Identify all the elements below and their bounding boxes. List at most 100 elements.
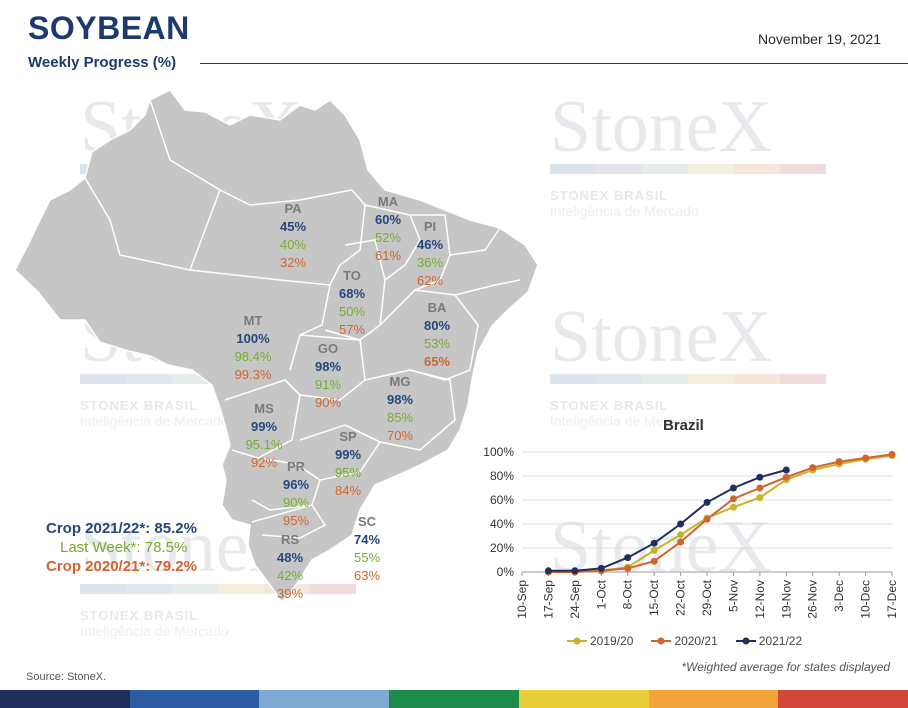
legend-marker-2020 [651, 637, 672, 645]
y-tick-label: 0% [497, 565, 515, 579]
series-line-2019/20 [548, 454, 893, 573]
state-name: MA [377, 194, 399, 209]
state-last-week: 53% [423, 336, 451, 351]
series-point-2020/21 [809, 464, 817, 472]
series-point-2019/20 [650, 546, 658, 554]
state-name: TO [343, 268, 361, 283]
state-border-sc [251, 504, 327, 539]
state-label-pr: PR 96% 90% 95% [271, 458, 321, 530]
page-subtitle: Weekly Progress (%) [28, 54, 177, 71]
summary-crop-current: Crop 2021/22*: 85.2% [46, 520, 197, 537]
state-name: MG [389, 374, 411, 389]
series-point-2020/21 [782, 473, 790, 481]
x-tick-label: 22-Oct [674, 579, 688, 616]
series-point-2021/22 [677, 520, 685, 528]
state-previous: 65% [423, 354, 451, 369]
y-tick-label: 60% [490, 493, 514, 507]
watermark-color-bar [550, 164, 826, 174]
state-previous: 92% [250, 455, 278, 470]
series-point-2021/22 [571, 567, 579, 575]
y-tick-label: 100% [483, 445, 514, 459]
watermark-logo: StoneX [550, 86, 772, 168]
chart-legend: 2019/20 2020/21 2021/22 [567, 634, 802, 648]
state-current: 98% [314, 359, 342, 374]
state-previous: 90% [314, 395, 342, 410]
state-name: PI [423, 219, 437, 234]
series-point-2020/21 [650, 557, 658, 565]
x-tick-label: 24-Sep [568, 580, 582, 619]
watermark-color-bar [550, 374, 826, 384]
state-name: PR [286, 459, 306, 474]
watermark-mid-right: StoneX STONEX BRASIL Inteligência de Mer… [550, 300, 826, 429]
state-label-go: GO 98% 91% 90% [303, 340, 353, 412]
source-note: Source: StoneX. [26, 671, 107, 683]
series-point-2021/22 [729, 484, 737, 492]
footer-stripe-segment [778, 690, 908, 708]
series-point-2019/20 [677, 531, 685, 539]
state-last-week: 95.1% [245, 437, 283, 452]
watermark-brand: STONEX BRASIL [80, 608, 199, 623]
watermark-brand: STONEX BRASIL [550, 398, 669, 413]
state-label-pa: PA 45% 40% 32% [268, 200, 318, 272]
footer-color-stripe [0, 690, 908, 708]
state-current: 60% [374, 212, 402, 227]
footer-stripe-segment [389, 690, 519, 708]
state-name: MS [254, 401, 274, 416]
page-title: SOYBEAN [28, 10, 190, 46]
state-label-sp: SP 99% 95% 84% [323, 428, 373, 500]
state-name: GO [317, 341, 339, 356]
footnote: *Weighted average for states displayed [681, 660, 890, 674]
state-current: 80% [423, 318, 451, 333]
series-point-2021/22 [756, 473, 764, 481]
state-current: 48% [276, 550, 304, 565]
legend-label-2019: 2019/20 [590, 634, 634, 648]
watermark-brand: STONEX BRASIL [550, 188, 669, 203]
series-line-2020/21 [548, 453, 893, 573]
state-label-to: TO 68% 50% 57% [327, 267, 377, 339]
state-current: 100% [236, 331, 270, 346]
state-border-pa [219, 189, 366, 286]
state-current: 68% [338, 286, 366, 301]
legend-label-2021: 2021/22 [758, 634, 803, 648]
state-previous: 57% [338, 322, 366, 337]
watermark-tagline: Inteligência de Mercado [550, 203, 699, 219]
state-label-mt: MT 100% 98.4% 99.3% [228, 312, 278, 384]
x-tick-label: 17-Sep [541, 580, 555, 619]
watermark-tagline: Inteligência de Mercado [550, 413, 699, 429]
state-label-ba: BA 80% 53% 65% [412, 299, 462, 371]
state-name: BA [427, 300, 447, 315]
series-line-2021/22 [548, 469, 787, 572]
state-last-week: 98.4% [234, 349, 272, 364]
legend-label-2020: 2020/21 [674, 634, 718, 648]
series-point-2021/22 [782, 466, 790, 474]
state-previous: 95% [282, 513, 310, 528]
watermark-brand: STONEX BRASIL [80, 398, 199, 413]
state-border-ne [449, 227, 521, 296]
state-border-ma [364, 204, 421, 281]
state-previous: 39% [276, 586, 304, 601]
state-name: SP [339, 429, 357, 444]
state-last-week: 85% [386, 410, 414, 425]
series-point-2020/21 [703, 515, 711, 523]
x-tick-label: 29-Oct [700, 579, 714, 616]
state-last-week: 52% [374, 230, 402, 245]
state-border-to [324, 239, 386, 341]
state-name: MT [243, 313, 263, 328]
series-point-2019/20 [756, 494, 764, 502]
state-last-week: 36% [416, 255, 444, 270]
footer-stripe-segment [0, 690, 130, 708]
state-border-ba [379, 289, 479, 381]
watermark-logo: StoneX [550, 296, 772, 378]
state-border-north [84, 99, 221, 271]
state-last-week: 90% [282, 495, 310, 510]
x-tick-label: 5-Nov [726, 580, 740, 612]
state-label-pi: PI 46% 36% 62% [405, 218, 455, 290]
x-tick-label: 12-Nov [753, 580, 767, 619]
state-previous: 62% [416, 273, 444, 288]
state-label-mg: MG 98% 85% 70% [375, 373, 425, 445]
y-tick-label: 80% [490, 469, 514, 483]
chart-title: Brazil [663, 417, 704, 434]
state-previous: 32% [279, 255, 307, 270]
state-current: 96% [282, 477, 310, 492]
state-previous: 99.3% [234, 367, 272, 382]
